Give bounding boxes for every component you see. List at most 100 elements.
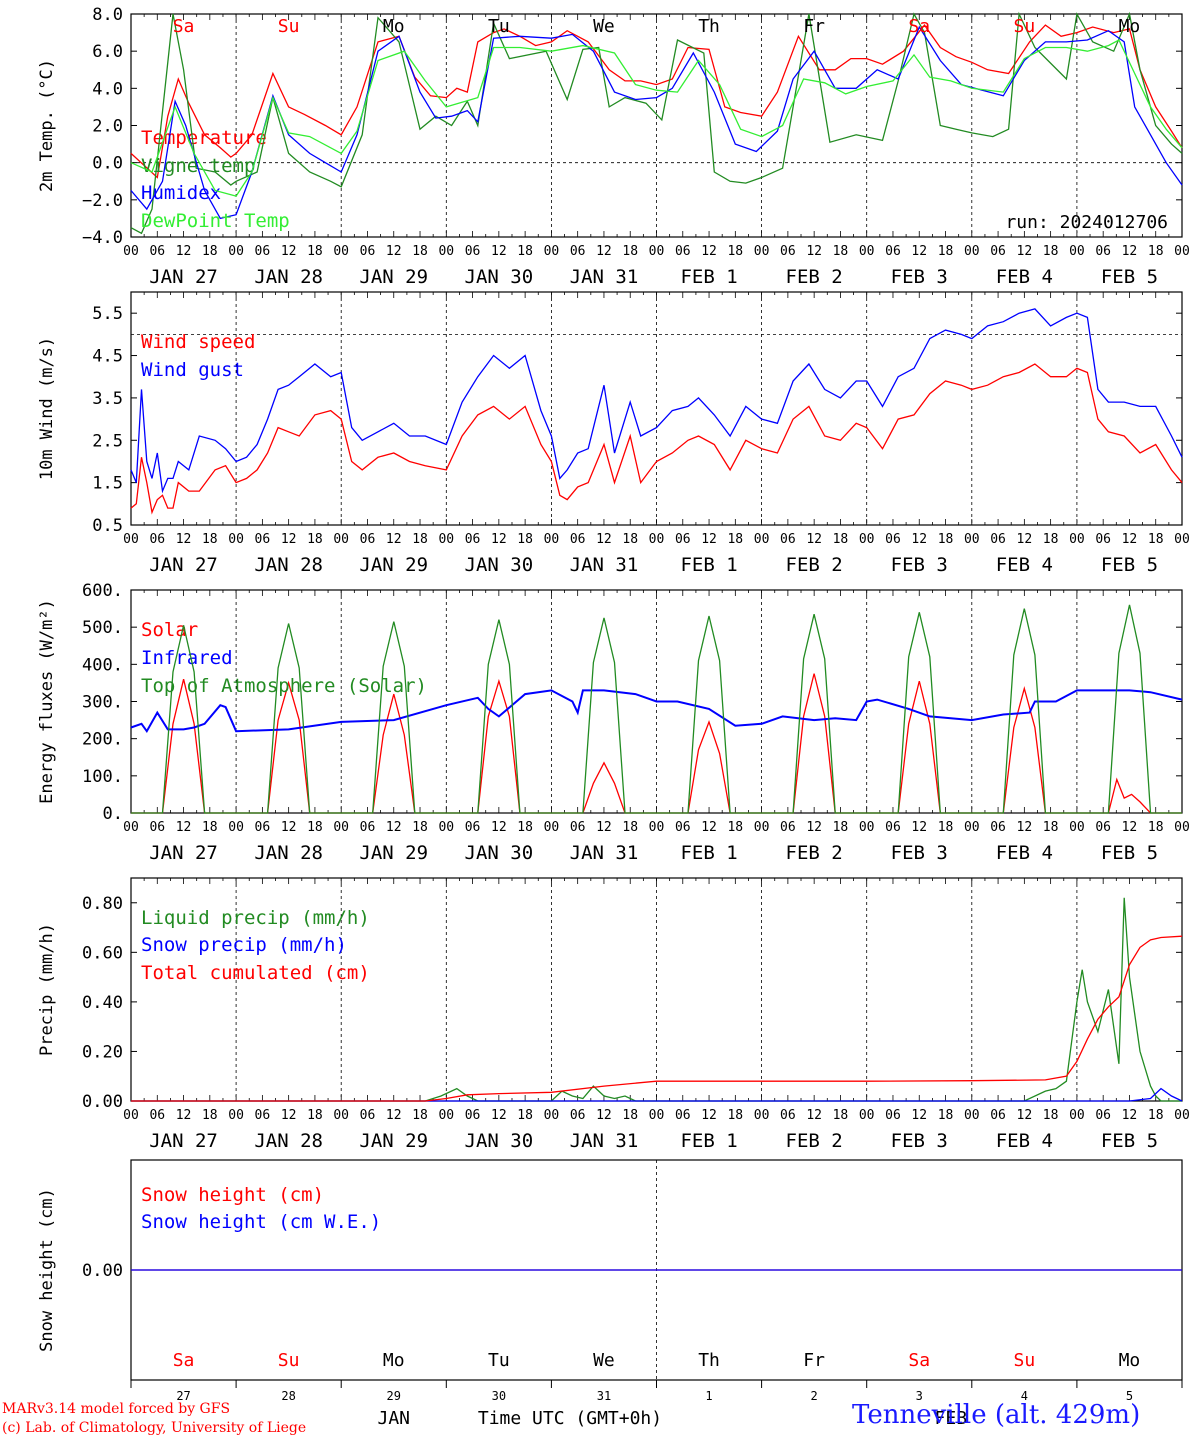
y-tick-label: 2.5 <box>92 431 123 451</box>
x-date-label: JAN 30 <box>465 266 534 288</box>
legend-entry: Temperature <box>141 127 267 149</box>
x-hour-label: 18 <box>622 244 638 259</box>
x-date-label: JAN 30 <box>465 842 534 864</box>
x-hour-label: 00 <box>754 820 770 835</box>
x-date-label: FEB 5 <box>1101 266 1158 288</box>
x-hour-label: 18 <box>1043 532 1059 547</box>
y-tick-label: 0.00 <box>82 1092 123 1112</box>
x-hour-label: 06 <box>1095 820 1111 835</box>
series-line <box>131 935 1183 1102</box>
y-tick-label: 6.0 <box>92 42 123 62</box>
weekday-label: We <box>593 1350 615 1371</box>
x-hour-label: 18 <box>833 820 849 835</box>
x-hour-label: 00 <box>754 244 770 259</box>
y-tick-label: 8.0 <box>92 5 123 25</box>
x-date-label: FEB 5 <box>1101 554 1158 576</box>
x-date-label: FEB 3 <box>891 842 948 864</box>
series-line <box>131 604 1182 814</box>
x-hour-label: 12 <box>1122 1108 1138 1123</box>
legend-entry: Vigne temp <box>141 155 255 177</box>
x-hour-label: 00 <box>964 820 980 835</box>
x-hour-label: 06 <box>990 532 1006 547</box>
x-hour-label: 12 <box>596 532 612 547</box>
x-hour-label: 12 <box>1122 532 1138 547</box>
series-line <box>130 308 1183 494</box>
x-hour-label: 00 <box>649 1108 665 1123</box>
x-hour-label: 06 <box>675 1108 691 1123</box>
x-hour-label: 00 <box>859 1108 875 1123</box>
x-hour-label: 12 <box>491 532 507 547</box>
weekday-label: Mo <box>383 16 405 37</box>
x-hour-label: 00 <box>438 532 454 547</box>
x-hour-label: 00 <box>1069 244 1085 259</box>
x-hour-label: 00 <box>1174 532 1190 547</box>
x-hour-label: 06 <box>149 1108 165 1123</box>
x-hour-label: 06 <box>149 244 165 259</box>
x-hour-label: 00 <box>333 820 349 835</box>
y-tick-label: 600. <box>82 581 123 601</box>
weekday-label: Mo <box>1119 16 1141 37</box>
weekday-label: Fr <box>803 16 825 37</box>
day-number-label: 5 <box>1126 1389 1133 1403</box>
x-hour-label: 00 <box>649 532 665 547</box>
weekday-label: Su <box>278 16 300 37</box>
x-hour-label: 00 <box>544 532 560 547</box>
y-tick-label: −2.0 <box>82 191 123 211</box>
x-hour-label: 00 <box>1174 820 1190 835</box>
x-date-label: FEB 5 <box>1101 1130 1158 1152</box>
x-hour-label: 12 <box>806 1108 822 1123</box>
x-hour-label: 18 <box>307 532 323 547</box>
day-number-label: 31 <box>597 1389 611 1403</box>
x-hour-label: 00 <box>228 532 244 547</box>
x-date-label: FEB 4 <box>996 266 1053 288</box>
x-date-label: JAN 27 <box>149 266 218 288</box>
x-hour-label: 06 <box>675 532 691 547</box>
weekday-label: Su <box>1014 1350 1036 1371</box>
x-hour-label: 12 <box>596 244 612 259</box>
x-hour-label: 00 <box>123 244 139 259</box>
x-date-label: JAN 31 <box>570 554 639 576</box>
legend-entry: DewPoint Temp <box>141 210 290 232</box>
x-hour-label: 12 <box>281 1108 297 1123</box>
x-hour-label: 18 <box>622 532 638 547</box>
x-hour-label: 12 <box>596 1108 612 1123</box>
x-hour-label: 06 <box>255 1108 271 1123</box>
x-hour-label: 18 <box>833 244 849 259</box>
x-hour-label: 18 <box>202 820 218 835</box>
y-tick-label: 2.0 <box>92 117 123 137</box>
x-hour-label: 12 <box>176 532 192 547</box>
month-label-jan: JAN <box>377 1408 410 1429</box>
x-hour-label: 18 <box>202 244 218 259</box>
y-tick-label: 0.80 <box>82 894 123 914</box>
month-label-feb: FEB <box>935 1408 968 1429</box>
x-hour-label: 12 <box>701 1108 717 1123</box>
x-hour-label: 18 <box>1148 532 1164 547</box>
x-hour-label: 00 <box>438 1108 454 1123</box>
legend-entry: Total cumulated (cm) <box>141 962 370 984</box>
x-hour-label: 18 <box>622 820 638 835</box>
x-date-label: JAN 28 <box>254 842 323 864</box>
x-date-label: JAN 28 <box>254 1130 323 1152</box>
x-date-label: FEB 3 <box>891 266 948 288</box>
weekday-label: Mo <box>383 1350 405 1371</box>
x-hour-label: 06 <box>570 532 586 547</box>
x-hour-label: 12 <box>806 820 822 835</box>
y-axis-label: Energy fluxes (W/m²) <box>37 599 57 804</box>
x-hour-label: 06 <box>570 244 586 259</box>
x-hour-label: 06 <box>885 244 901 259</box>
x-hour-label: 06 <box>149 532 165 547</box>
x-hour-label: 18 <box>517 820 533 835</box>
legend-entry: Infrared <box>141 647 233 669</box>
x-hour-label: 00 <box>333 244 349 259</box>
weekday-label: Sa <box>173 1350 195 1371</box>
x-hour-label: 18 <box>727 532 743 547</box>
x-hour-label: 00 <box>859 244 875 259</box>
legend-entry: Wind gust <box>141 359 244 381</box>
x-hour-label: 00 <box>1069 820 1085 835</box>
x-date-label: FEB 2 <box>786 266 843 288</box>
x-hour-label: 18 <box>517 532 533 547</box>
x-hour-label: 18 <box>1043 820 1059 835</box>
legend-entry: Snow height (cm) <box>141 1184 324 1206</box>
day-number-label: 2 <box>811 1389 818 1403</box>
